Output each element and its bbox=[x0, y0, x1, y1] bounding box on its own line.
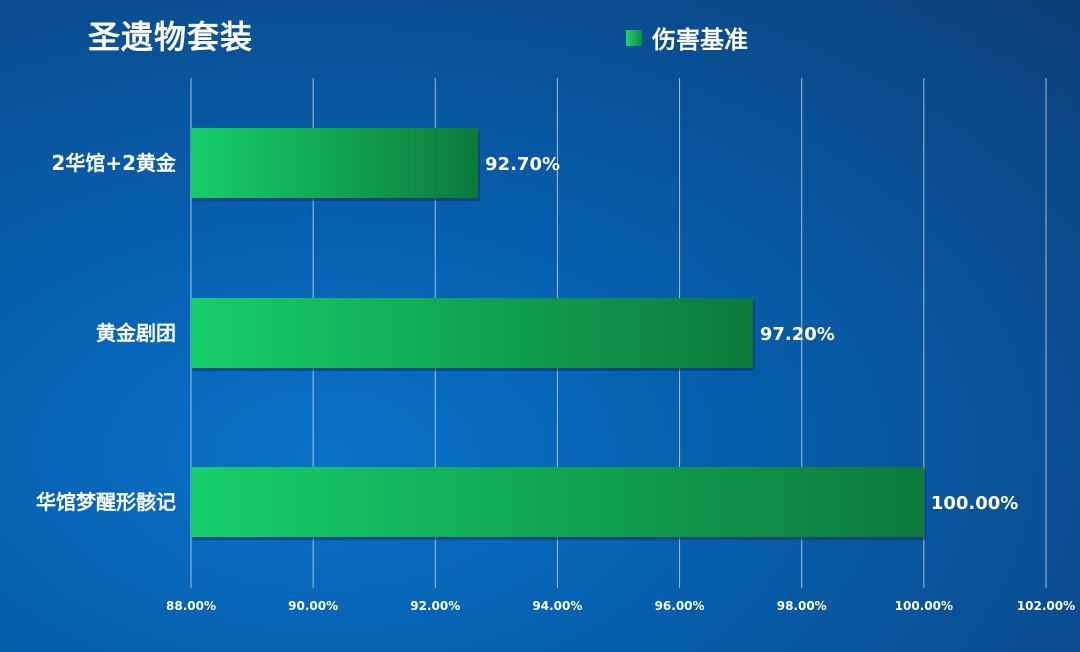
x-tick-label: 96.00% bbox=[655, 599, 705, 613]
legend: 伤害基准 bbox=[626, 20, 748, 55]
bar bbox=[191, 467, 924, 537]
x-tick-label: 98.00% bbox=[777, 599, 827, 613]
chart-title: 圣遗物套装 bbox=[88, 18, 254, 56]
x-tick-label: 102.00% bbox=[1017, 599, 1075, 613]
data-label: 92.70% bbox=[485, 154, 560, 175]
x-tick-label: 90.00% bbox=[288, 599, 338, 613]
category-label: 黄金剧团 bbox=[96, 321, 176, 345]
x-tick-label: 88.00% bbox=[166, 599, 216, 613]
category-label: 华馆梦醒形骸记 bbox=[36, 490, 176, 514]
x-tick-label: 94.00% bbox=[532, 599, 582, 613]
bar bbox=[191, 128, 479, 198]
legend-swatch bbox=[626, 29, 642, 46]
category-label: 2华馆+2黄金 bbox=[51, 151, 177, 175]
x-tick-label: 100.00% bbox=[895, 599, 953, 613]
x-tick-label: 92.00% bbox=[410, 599, 460, 613]
data-label: 97.20% bbox=[760, 324, 835, 345]
legend-label: 伤害基准 bbox=[652, 26, 748, 54]
data-label: 100.00% bbox=[931, 493, 1019, 514]
bar bbox=[191, 298, 753, 368]
